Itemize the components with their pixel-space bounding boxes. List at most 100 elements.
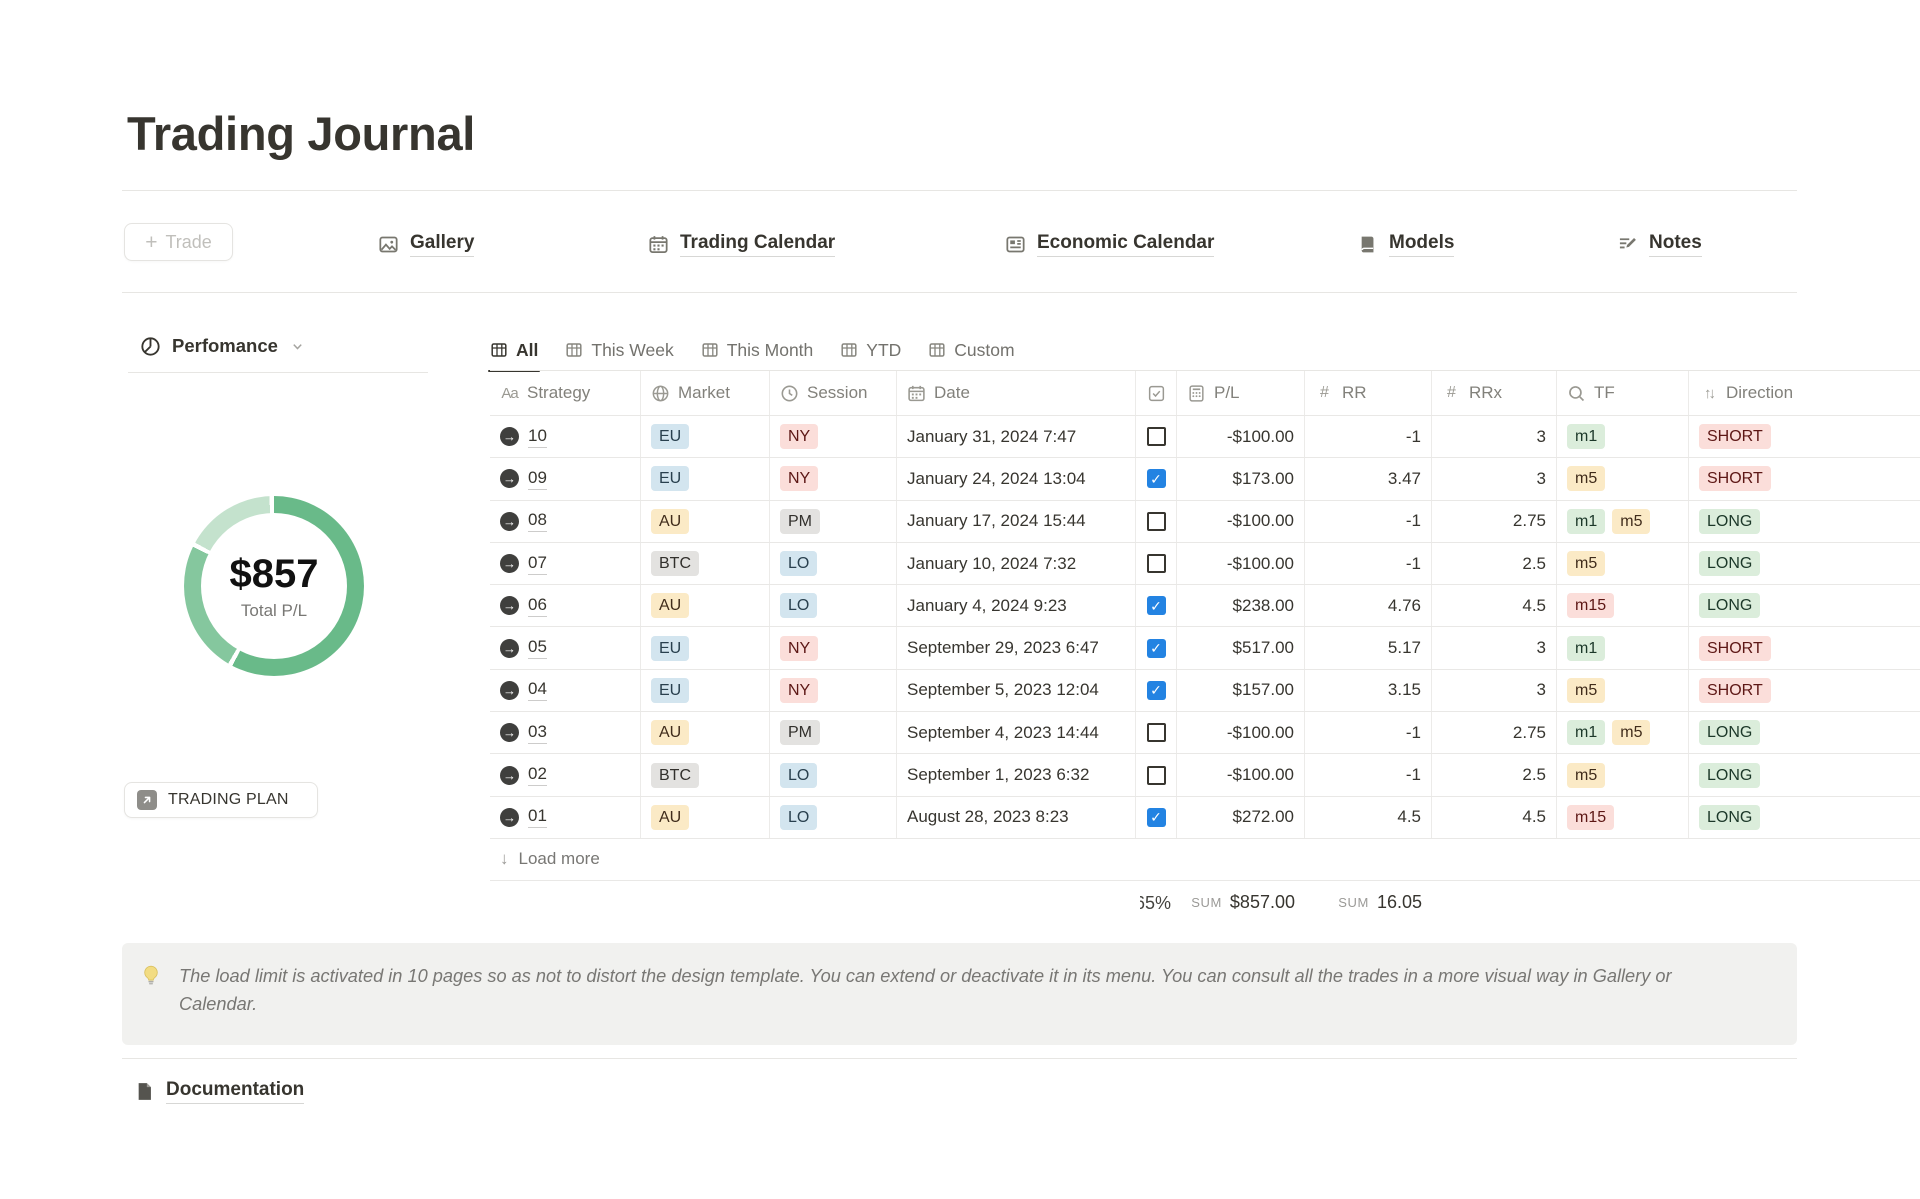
strategy-link[interactable]: 09 (528, 468, 547, 490)
date-cell[interactable]: January 10, 2024 7:32 (897, 542, 1136, 585)
date-cell[interactable]: January 17, 2024 15:44 (897, 500, 1136, 542)
strategy-cell[interactable]: → 09 (490, 458, 641, 500)
nav-link-models[interactable]: Models (1357, 224, 1455, 264)
direction-cell[interactable]: LONG (1689, 501, 1920, 542)
strategy-cell[interactable]: → 10 (490, 416, 641, 458)
trading-plan-button[interactable]: TRADING PLAN (124, 782, 318, 818)
column-header-checkbox[interactable] (1136, 371, 1177, 415)
rrx-cell[interactable]: 3 (1432, 669, 1557, 712)
tf-cell[interactable]: m1 m5 (1557, 712, 1689, 754)
pl-cell[interactable]: -$100.00 (1177, 542, 1305, 585)
direction-cell[interactable]: SHORT (1689, 416, 1920, 457)
tab-custom[interactable]: Custom (928, 330, 1015, 370)
pl-cell[interactable]: -$100.00 (1177, 754, 1305, 796)
row-checkbox[interactable]: ✓ (1146, 680, 1166, 700)
strategy-link[interactable]: 10 (528, 426, 547, 448)
strategy-link[interactable]: 06 (528, 595, 547, 617)
direction-cell[interactable]: LONG (1689, 797, 1920, 838)
rrx-cell[interactable]: 2.5 (1432, 542, 1557, 585)
market-cell[interactable]: EU (641, 669, 770, 712)
row-checkbox[interactable] (1146, 554, 1166, 574)
market-cell[interactable]: EU (641, 458, 770, 500)
column-header-market[interactable]: Market (641, 371, 770, 415)
pl-cell[interactable]: -$100.00 (1177, 712, 1305, 754)
pl-sum-aggregation[interactable]: SUM $857.00 (1177, 892, 1305, 913)
session-cell[interactable]: NY (770, 416, 897, 458)
strategy-link[interactable]: 07 (528, 553, 547, 575)
market-cell[interactable]: BTC (641, 542, 770, 585)
rrx-cell[interactable]: 3 (1432, 458, 1557, 500)
date-cell[interactable]: September 4, 2023 14:44 (897, 712, 1136, 754)
row-checkbox[interactable] (1146, 765, 1166, 785)
nav-link-trading-calendar[interactable]: Trading Calendar (648, 224, 836, 264)
strategy-cell[interactable]: → 03 (490, 712, 641, 754)
market-cell[interactable]: EU (641, 416, 770, 458)
tf-cell[interactable]: m5 (1557, 542, 1689, 585)
strategy-cell[interactable]: → 08 (490, 500, 641, 542)
direction-cell[interactable]: LONG (1689, 712, 1920, 753)
direction-cell[interactable]: SHORT (1689, 670, 1920, 711)
row-checkbox[interactable]: ✓ (1146, 638, 1166, 658)
column-header-direction[interactable]: ↑↓ Direction (1689, 371, 1920, 415)
tab-this-week[interactable]: This Week (565, 330, 674, 370)
strategy-link[interactable]: 05 (528, 637, 547, 660)
market-cell[interactable]: EU (641, 627, 770, 669)
column-header-p-l[interactable]: P/L (1177, 371, 1305, 415)
session-cell[interactable]: LO (770, 542, 897, 585)
rr-cell[interactable]: -1 (1305, 500, 1432, 542)
column-header-rrx[interactable]: # RRx (1432, 371, 1557, 415)
pl-cell[interactable]: $272.00 (1177, 796, 1305, 838)
direction-cell[interactable]: LONG (1689, 754, 1920, 795)
date-cell[interactable]: September 29, 2023 6:47 (897, 627, 1136, 669)
nav-link-gallery[interactable]: Gallery (378, 224, 475, 264)
rr-cell[interactable]: -1 (1305, 542, 1432, 585)
row-checkbox[interactable]: ✓ (1146, 807, 1166, 827)
performance-section-header[interactable]: Perfomance (140, 330, 304, 362)
date-cell[interactable]: August 28, 2023 8:23 (897, 796, 1136, 838)
tab-this-month[interactable]: This Month (701, 330, 813, 370)
strategy-cell[interactable]: → 05 (490, 627, 641, 669)
tab-ytd[interactable]: YTD (840, 330, 901, 370)
row-checkbox[interactable] (1146, 427, 1166, 447)
checked-percent-aggregation[interactable]: 65% (1136, 880, 1177, 925)
column-header-date[interactable]: Date (897, 371, 1136, 415)
session-cell[interactable]: PM (770, 712, 897, 754)
pl-cell[interactable]: -$100.00 (1177, 500, 1305, 542)
rr-cell[interactable]: -1 (1305, 754, 1432, 796)
trade-button[interactable]: + Trade (124, 223, 233, 261)
date-cell[interactable]: January 24, 2024 13:04 (897, 458, 1136, 500)
tf-cell[interactable]: m1 m5 (1557, 500, 1689, 542)
pl-cell[interactable]: $173.00 (1177, 458, 1305, 500)
tf-cell[interactable]: m1 (1557, 416, 1689, 458)
rrx-cell[interactable]: 2.5 (1432, 754, 1557, 796)
tf-cell[interactable]: m5 (1557, 458, 1689, 500)
nav-link-notes[interactable]: Notes (1617, 224, 1702, 264)
session-cell[interactable]: PM (770, 500, 897, 542)
row-checkbox[interactable] (1146, 723, 1166, 743)
rr-cell[interactable]: 3.47 (1305, 458, 1432, 500)
strategy-cell[interactable]: → 06 (490, 585, 641, 627)
rrx-cell[interactable]: 2.75 (1432, 500, 1557, 542)
strategy-cell[interactable]: → 02 (490, 754, 641, 796)
tab-all[interactable]: All (487, 330, 541, 372)
strategy-link[interactable]: 01 (528, 806, 547, 829)
documentation-link[interactable]: Documentation (134, 1074, 305, 1108)
strategy-cell[interactable]: → 07 (490, 542, 641, 585)
date-cell[interactable]: September 5, 2023 12:04 (897, 669, 1136, 712)
rr-cell[interactable]: -1 (1305, 712, 1432, 754)
load-more-button[interactable]: ↓ Load more (490, 839, 1920, 881)
pl-cell[interactable]: $517.00 (1177, 627, 1305, 669)
column-header-tf[interactable]: TF (1557, 371, 1689, 415)
nav-link-economic-calendar[interactable]: Economic Calendar (1005, 224, 1215, 264)
column-header-strategy[interactable]: Aa Strategy (490, 371, 641, 415)
tf-cell[interactable]: m15 (1557, 585, 1689, 627)
tf-cell[interactable]: m5 (1557, 669, 1689, 712)
strategy-link[interactable]: 04 (528, 679, 547, 702)
date-cell[interactable]: January 4, 2024 9:23 (897, 585, 1136, 627)
column-header-rr[interactable]: # RR (1305, 371, 1432, 415)
row-checkbox[interactable]: ✓ (1146, 469, 1166, 489)
strategy-link[interactable]: 08 (528, 510, 547, 533)
date-cell[interactable]: September 1, 2023 6:32 (897, 754, 1136, 796)
rrx-cell[interactable]: 4.5 (1432, 796, 1557, 838)
pl-cell[interactable]: $238.00 (1177, 585, 1305, 627)
